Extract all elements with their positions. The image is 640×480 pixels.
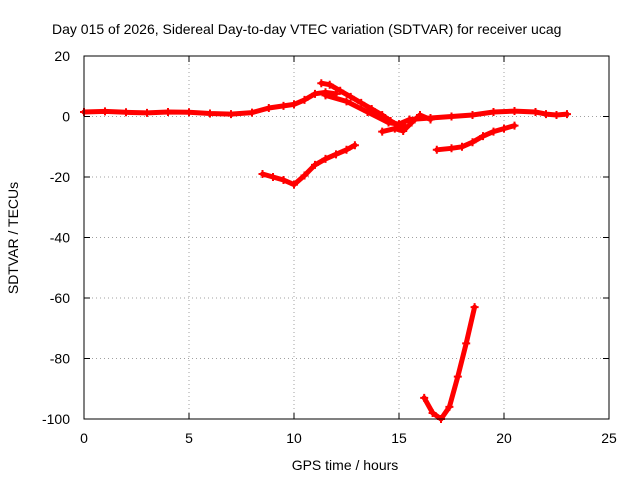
- data-point: [321, 154, 330, 163]
- data-point: [479, 132, 487, 141]
- x-axis-label: GPS time / hours: [292, 457, 399, 473]
- data-point: [428, 408, 437, 417]
- data-point: [552, 110, 561, 119]
- data-point: [470, 303, 479, 312]
- data-point: [399, 127, 408, 136]
- data-point: [390, 124, 399, 133]
- data-point: [510, 121, 519, 130]
- y-tick-label: 0: [62, 109, 70, 125]
- data-point: [432, 145, 441, 154]
- data-point: [510, 107, 519, 116]
- data-point: [489, 127, 498, 136]
- x-tick-label: 20: [496, 430, 512, 446]
- series-track-lower-band: [321, 91, 414, 129]
- series-track: [81, 89, 339, 117]
- y-tick-label: 20: [54, 48, 70, 64]
- data-point: [317, 79, 326, 88]
- data-point: [342, 97, 351, 106]
- data-point: [336, 86, 345, 95]
- data-point: [384, 118, 393, 127]
- x-tick-label: 0: [80, 430, 88, 446]
- data-point: [357, 98, 366, 107]
- y-tick-label: -60: [50, 290, 70, 306]
- data-point: [332, 150, 340, 159]
- data-point: [378, 127, 387, 136]
- data-point: [290, 100, 298, 109]
- data-point: [458, 142, 466, 151]
- data-point: [290, 180, 298, 189]
- data-point: [563, 110, 571, 119]
- data-point: [395, 120, 403, 129]
- data-point: [143, 108, 151, 117]
- data-point: [279, 101, 288, 110]
- grid-layer: [84, 56, 609, 419]
- y-tick-label: -20: [50, 169, 70, 185]
- data-point: [325, 80, 334, 89]
- data-point: [164, 107, 172, 116]
- data-point: [248, 108, 256, 117]
- data-point: [101, 107, 109, 116]
- x-tick-label: 15: [391, 430, 407, 446]
- series-track: [421, 304, 478, 422]
- data-point: [346, 92, 355, 101]
- data-point: [462, 339, 471, 348]
- data-point: [264, 104, 273, 113]
- data-point: [122, 108, 130, 117]
- data-point: [468, 138, 477, 147]
- series-track: [260, 142, 358, 188]
- y-tick-label: -100: [42, 411, 70, 427]
- data-point: [311, 89, 319, 98]
- series-track-right-minus-ten: [432, 121, 519, 154]
- data-layer: [80, 79, 571, 423]
- data-point: [531, 107, 540, 116]
- x-tick-label: 5: [185, 430, 193, 446]
- data-point: [445, 402, 454, 411]
- data-point: [311, 160, 319, 169]
- data-point: [350, 141, 359, 150]
- data-point: [468, 110, 477, 119]
- data-point: [453, 372, 462, 381]
- data-point: [206, 109, 214, 118]
- data-point: [227, 110, 235, 119]
- series-track-dip-twenty: [258, 141, 359, 189]
- data-point: [420, 393, 429, 402]
- data-point: [300, 95, 309, 104]
- data-point: [279, 176, 288, 185]
- data-point: [185, 108, 193, 117]
- x-tick-label: 25: [601, 430, 617, 446]
- data-point: [447, 112, 456, 121]
- series-track-main-zero: [80, 88, 340, 119]
- data-point: [300, 171, 309, 180]
- data-point: [405, 115, 414, 124]
- data-point: [363, 107, 372, 116]
- y-tick-label: -80: [50, 351, 70, 367]
- data-point: [426, 114, 435, 123]
- data-point: [500, 124, 508, 133]
- data-point: [489, 107, 498, 116]
- data-point: [447, 144, 456, 153]
- data-point: [258, 169, 267, 178]
- tick-layer: 0 5 10 15 20 25 -100 -80 -60 -40 -20 0 20: [42, 48, 617, 446]
- y-axis-label: SDTVAR / TECUs: [5, 182, 21, 294]
- series-track: [407, 108, 570, 122]
- series-track-v-dip: [420, 303, 479, 423]
- series-track-right-zero: [405, 107, 571, 124]
- x-tick-label: 10: [286, 430, 302, 446]
- data-point: [342, 145, 351, 154]
- data-point: [269, 173, 277, 181]
- y-tick-label: -40: [50, 230, 70, 246]
- data-point: [542, 110, 550, 119]
- data-point: [321, 91, 330, 100]
- chart-title: Day 015 of 2026, Sidereal Day-to-day VTE…: [52, 21, 561, 37]
